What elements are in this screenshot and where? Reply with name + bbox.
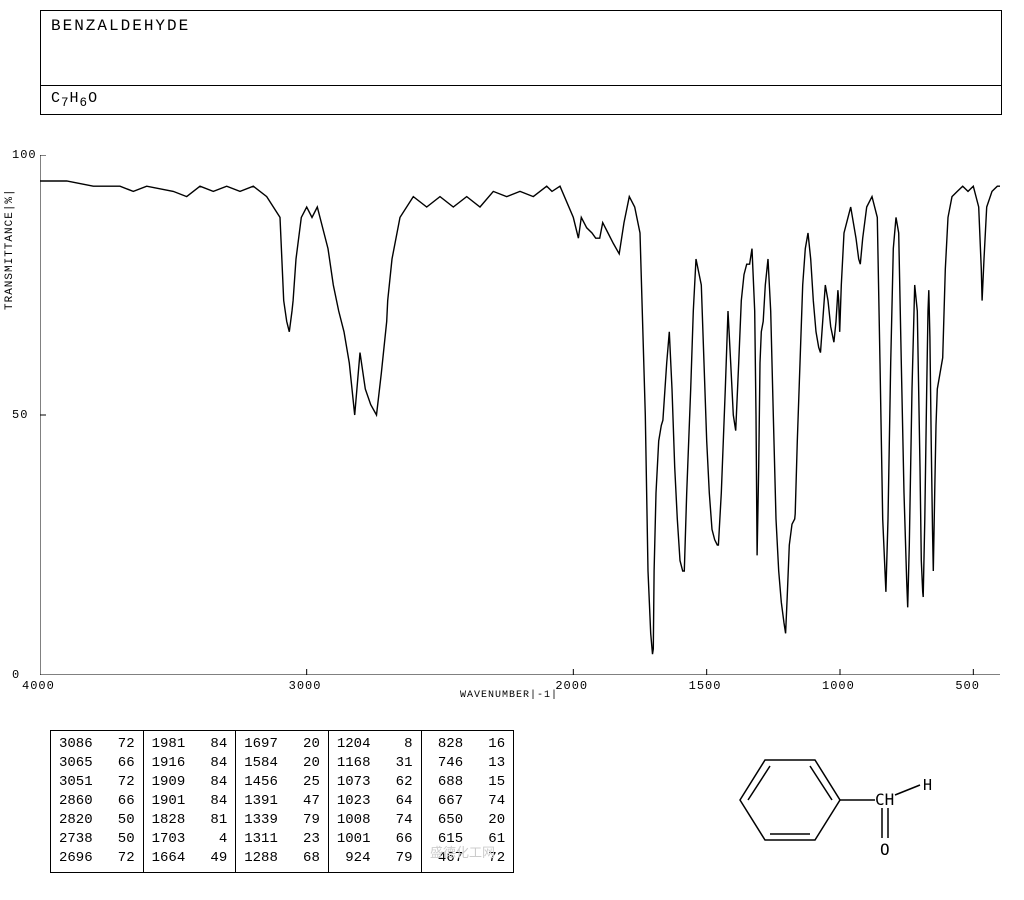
x-tick-label: 4000 bbox=[22, 679, 55, 693]
peak-row: 2696 72 bbox=[59, 849, 135, 868]
y-tick-label: 100 bbox=[12, 148, 37, 162]
x-tick-label: 1500 bbox=[689, 679, 722, 693]
peak-row: 1311 23 bbox=[244, 830, 320, 849]
peak-row: 650 20 bbox=[430, 811, 506, 830]
y-tick-label: 0 bbox=[12, 668, 20, 682]
x-axis-label: WAVENUMBER|-1| bbox=[460, 690, 558, 701]
peak-row: 1697 20 bbox=[244, 735, 320, 754]
peak-row: 1008 74 bbox=[337, 811, 413, 830]
peak-row: 1703 4 bbox=[152, 830, 228, 849]
peak-column: 1981 841916 841909 841901 841828 811703 … bbox=[144, 731, 237, 872]
peak-row: 1901 84 bbox=[152, 792, 228, 811]
peak-row: 828 16 bbox=[430, 735, 506, 754]
peak-column: 1697 201584 201456 251391 471339 791311 … bbox=[236, 731, 329, 872]
peak-row: 3086 72 bbox=[59, 735, 135, 754]
peak-row: 1456 25 bbox=[244, 773, 320, 792]
peak-row: 1584 20 bbox=[244, 754, 320, 773]
peak-row: 1981 84 bbox=[152, 735, 228, 754]
x-tick-label: 500 bbox=[955, 679, 980, 693]
peak-row: 1073 62 bbox=[337, 773, 413, 792]
peak-row: 3051 72 bbox=[59, 773, 135, 792]
x-tick-label: 3000 bbox=[289, 679, 322, 693]
watermark-text: 盛德化工网 bbox=[430, 842, 495, 861]
peak-row: 688 15 bbox=[430, 773, 506, 792]
structure-ch-label: CH bbox=[875, 790, 894, 809]
peak-row: 924 79 bbox=[337, 849, 413, 868]
peak-row: 667 74 bbox=[430, 792, 506, 811]
peak-row: 1916 84 bbox=[152, 754, 228, 773]
ir-spectrum-chart bbox=[40, 155, 1000, 675]
molecular-formula: C7H6O bbox=[41, 86, 1001, 114]
peak-row: 1909 84 bbox=[152, 773, 228, 792]
peak-row: 3065 66 bbox=[59, 754, 135, 773]
peak-row: 1001 66 bbox=[337, 830, 413, 849]
compound-title: BENZALDEHYDE bbox=[41, 11, 1001, 86]
peak-row: 1664 49 bbox=[152, 849, 228, 868]
peak-row: 1023 64 bbox=[337, 792, 413, 811]
peak-column: 3086 723065 663051 722860 662820 502738 … bbox=[51, 731, 144, 872]
y-axis-label: TRANSMITTANCE|%| bbox=[4, 188, 16, 310]
y-tick-label: 50 bbox=[12, 408, 28, 422]
x-tick-label: 2000 bbox=[555, 679, 588, 693]
peak-column: 1204 81168 311073 621023 641008 741001 6… bbox=[329, 731, 422, 872]
peak-row: 1339 79 bbox=[244, 811, 320, 830]
structure-o-label: O bbox=[880, 840, 890, 859]
peak-row: 1288 68 bbox=[244, 849, 320, 868]
peak-row: 2860 66 bbox=[59, 792, 135, 811]
header-box: BENZALDEHYDE C7H6O bbox=[40, 10, 1002, 115]
peak-row: 1168 31 bbox=[337, 754, 413, 773]
molecular-structure: CH H O bbox=[700, 730, 940, 870]
peak-row: 2738 50 bbox=[59, 830, 135, 849]
peak-row: 1204 8 bbox=[337, 735, 413, 754]
structure-h-label: H bbox=[923, 776, 932, 794]
peak-row: 1391 47 bbox=[244, 792, 320, 811]
peak-row: 2820 50 bbox=[59, 811, 135, 830]
peak-row: 746 13 bbox=[430, 754, 506, 773]
x-tick-label: 1000 bbox=[822, 679, 855, 693]
peak-row: 1828 81 bbox=[152, 811, 228, 830]
